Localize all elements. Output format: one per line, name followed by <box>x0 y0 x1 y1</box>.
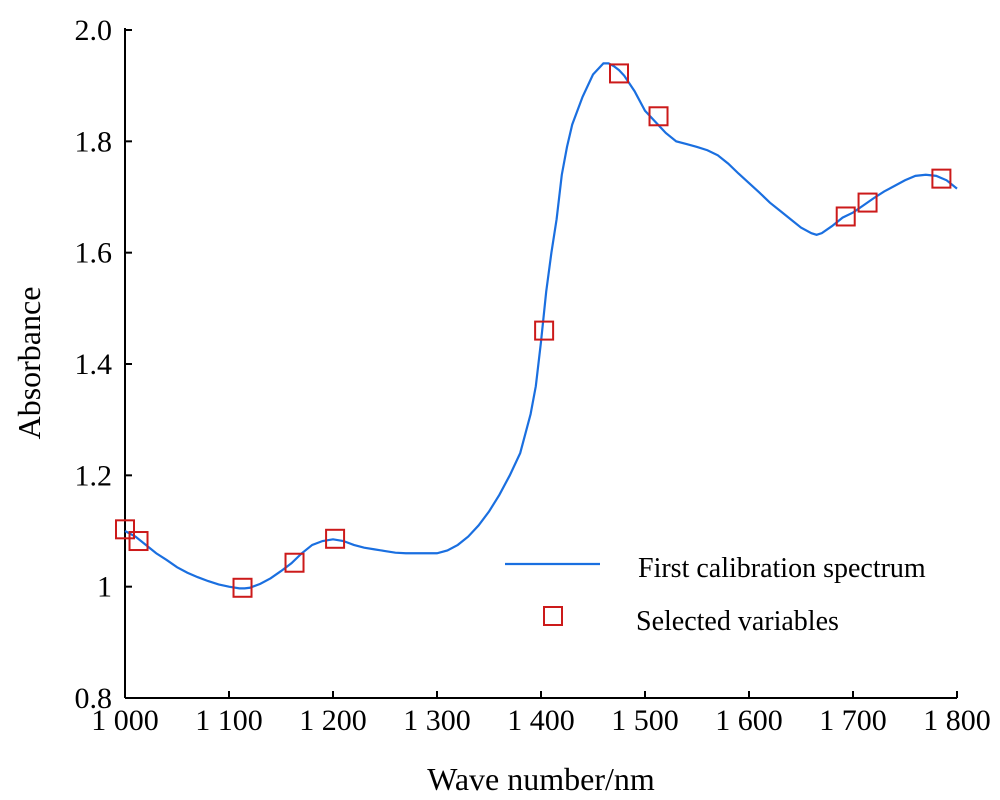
y-tick-label: 1.6 <box>75 237 113 270</box>
y-tick-label: 1.4 <box>75 348 113 381</box>
selected-variable-marker <box>128 531 149 552</box>
x-tick-label: 1 700 <box>819 704 887 737</box>
y-ticks: 0.8 1 1.2 1.4 1.6 1.8 2.0 <box>75 14 132 715</box>
y-tick-label: 0.8 <box>75 682 113 715</box>
y-tick-label: 1.2 <box>75 459 113 492</box>
x-tick-label: 1 400 <box>507 704 575 737</box>
selected-variable-marker <box>325 528 346 549</box>
y-axis-title: Absorbance <box>11 287 47 440</box>
selected-variable-marker <box>835 206 856 227</box>
x-tick-label: 1 100 <box>195 704 263 737</box>
x-tick-label: 1 800 <box>923 704 991 737</box>
x-tick-label: 1 500 <box>611 704 679 737</box>
selected-variable-marker <box>534 320 555 341</box>
selected-variable-marker <box>284 552 305 573</box>
legend-marker-swatch <box>543 606 563 626</box>
y-tick-label: 2.0 <box>75 14 113 47</box>
selected-variable-marker <box>931 168 952 189</box>
legend-label-spectrum: First calibration spectrum <box>638 553 926 584</box>
selected-variable-marker <box>115 519 135 540</box>
legend-label-selected: Selected variables <box>636 606 839 637</box>
x-ticks: 1 000 1 100 1 200 1 300 1 400 1 500 1 600 1 700… <box>91 691 991 737</box>
selected-variable-marker <box>857 192 878 213</box>
selected-variable-marker <box>609 63 629 84</box>
legend: First calibration spectrum Selected vari… <box>505 553 926 637</box>
axes: 1 000 1 100 1 200 1 300 1 400 1 500 1 600 1 700… <box>75 14 991 737</box>
y-tick-label: 1.8 <box>75 125 113 158</box>
selected-variable-marker <box>232 577 253 598</box>
y-tick-label: 1 <box>97 571 112 604</box>
x-tick-label: 1 300 <box>403 704 471 737</box>
selected-variable-marker <box>648 106 669 127</box>
x-tick-label: 1 200 <box>299 704 367 737</box>
spectrum-line <box>124 62 958 590</box>
x-axis-title: Wave number/nm <box>427 761 655 797</box>
x-tick-label: 1 600 <box>715 704 783 737</box>
x-tick-label: 1 000 <box>91 704 159 737</box>
selected-variable-markers <box>115 63 952 598</box>
